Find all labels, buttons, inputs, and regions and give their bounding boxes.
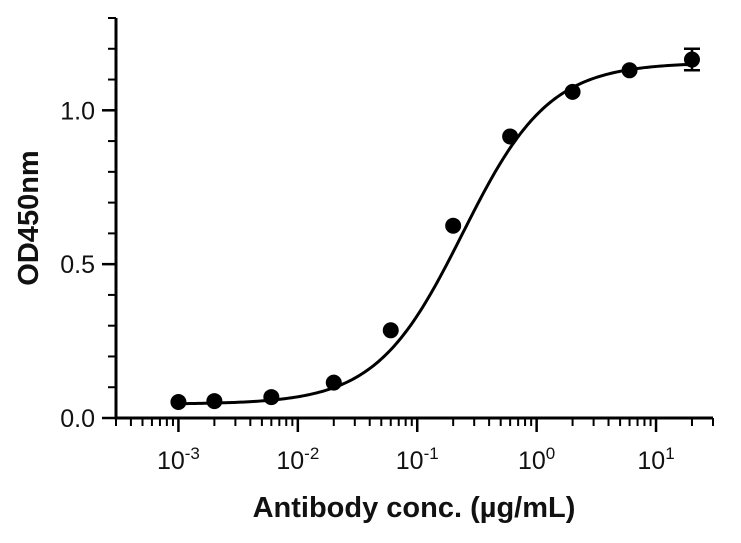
data-point: [325, 374, 342, 391]
data-point: [170, 394, 187, 410]
y-axis-title: OD450nm: [13, 150, 45, 285]
data-point: [621, 62, 638, 79]
data-point: [683, 51, 700, 68]
data-point: [382, 322, 399, 339]
fit-curve: [178, 62, 693, 406]
y-tick-label: 0.5: [60, 251, 95, 279]
data-point: [502, 128, 519, 145]
data-point: [445, 217, 462, 234]
x-axis: 10-3 10-2 10-1 100 101: [115, 416, 714, 475]
points-layer: [170, 47, 700, 410]
x-tick-label: 10-2: [276, 444, 319, 475]
fit-layer: [178, 62, 693, 406]
y-axis: 0.0 0.5 1.0: [60, 17, 118, 433]
data-point: [206, 393, 223, 410]
x-tick-label: 100: [518, 444, 555, 475]
data-point: [263, 389, 280, 406]
x-tick-label: 10-3: [157, 444, 200, 475]
y-tick-label: 0.0: [60, 405, 95, 433]
data-point: [564, 83, 581, 100]
x-tick-label: 101: [637, 444, 674, 475]
x-tick-label: 10-1: [396, 444, 439, 475]
x-axis-title: Antibody conc. (µg/mL): [253, 492, 576, 524]
y-tick-label: 1.0: [60, 97, 95, 125]
